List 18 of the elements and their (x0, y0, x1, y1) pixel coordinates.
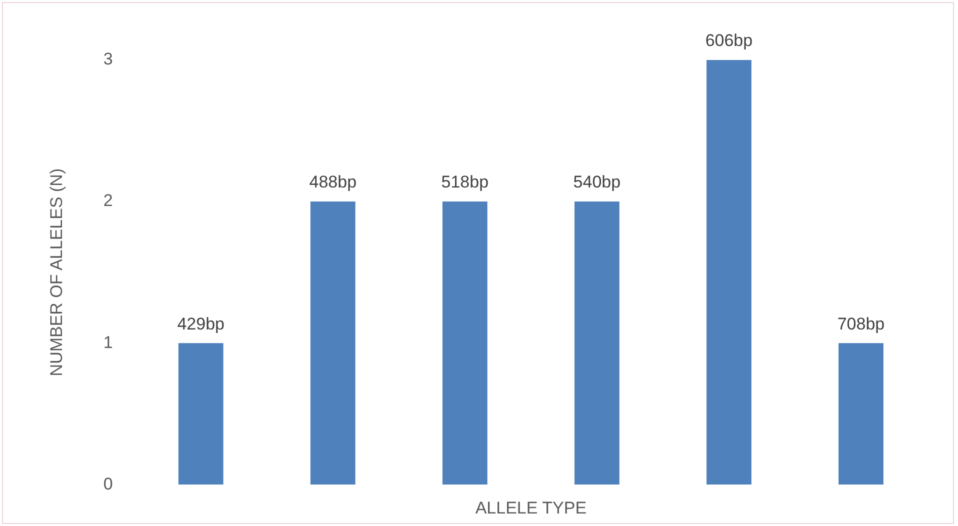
x-tick-label: 540bp (573, 172, 621, 192)
x-tick-label: 606bp (705, 31, 753, 50)
bar (574, 202, 620, 485)
x-tick-label: 708bp (837, 314, 885, 334)
y-tick-label: 0 (103, 474, 113, 494)
x-tick-label: 488bp (309, 172, 357, 192)
x-axis-title: ALLELE TYPE (475, 498, 587, 518)
y-tick-label: 2 (103, 191, 113, 210)
bar (706, 60, 752, 485)
bar (442, 202, 488, 485)
bar (178, 343, 224, 485)
x-tick-label: 429bp (177, 314, 225, 334)
x-tick-label: 518bp (441, 172, 489, 192)
bar (838, 343, 884, 485)
y-tick-label: 1 (103, 332, 113, 352)
y-tick-label: 3 (103, 50, 113, 69)
y-axis-title: NUMBER OF ALLELES (N) (46, 168, 66, 376)
bar (310, 202, 356, 485)
